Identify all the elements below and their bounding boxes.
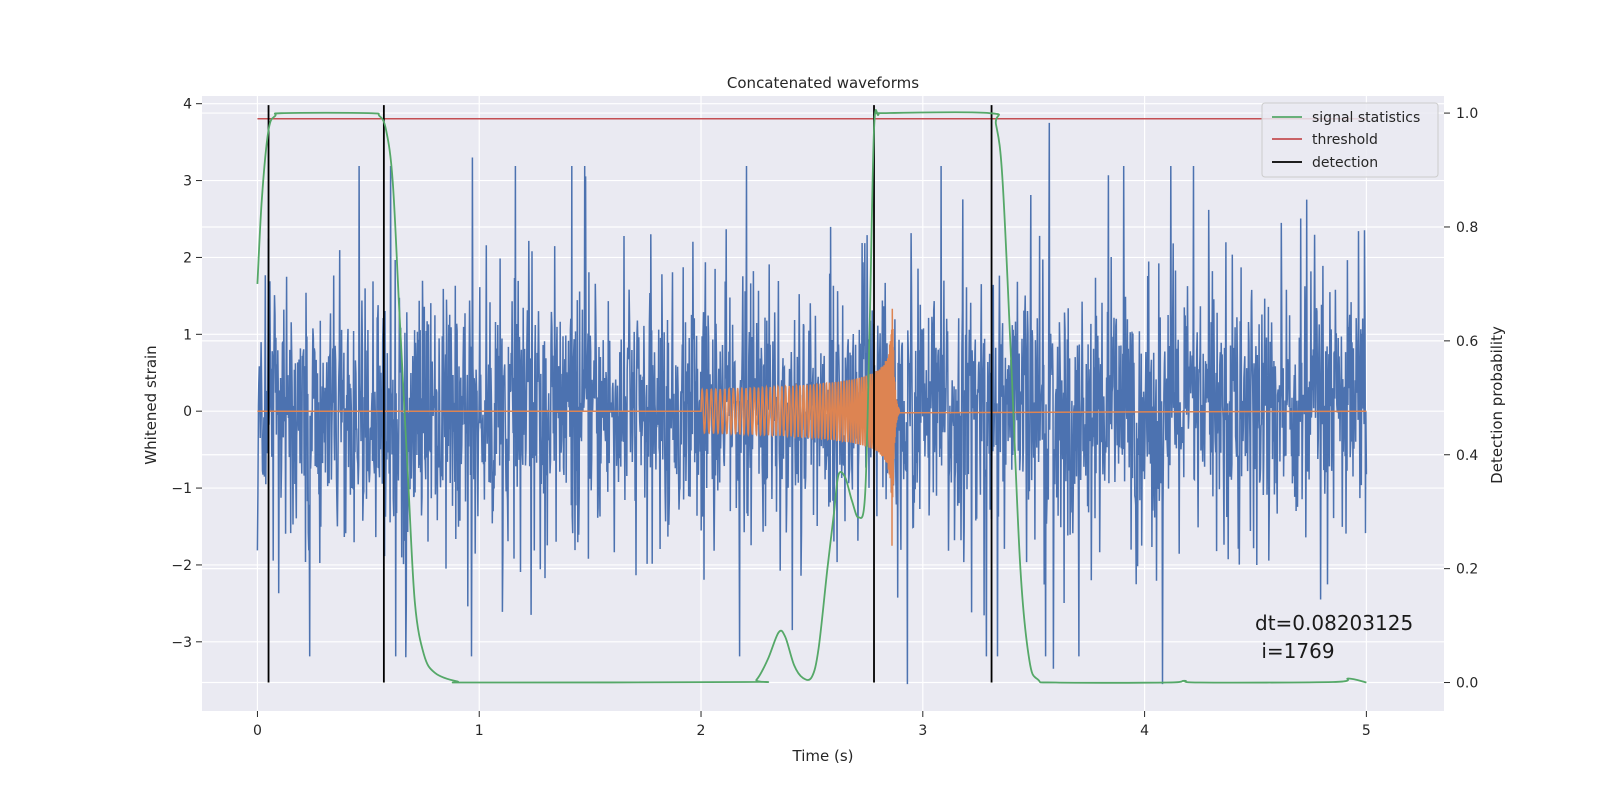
template-series-line bbox=[257, 308, 1367, 546]
y-tick-label: 3 bbox=[183, 174, 192, 190]
right-y-axis-ticks: 0.0 0.2 0.4 0.6 0.8 1.0 bbox=[1444, 106, 1478, 692]
right-y-tick-label: 0.6 bbox=[1456, 334, 1478, 350]
right-y-tick-label: 0.4 bbox=[1456, 448, 1478, 464]
right-y-tick-label: 0.2 bbox=[1456, 562, 1478, 578]
x-tick-label: 5 bbox=[1362, 723, 1371, 739]
y-tick-label: 2 bbox=[183, 250, 192, 266]
right-y-axis-label: Detection probability bbox=[1488, 326, 1506, 484]
annotation-dt: dt=0.08203125 bbox=[1255, 611, 1413, 635]
legend-box bbox=[1261, 102, 1439, 178]
legend: signal statistics threshold detection bbox=[1261, 102, 1439, 178]
y-axis-ticks: −3 −2 −1 0 1 2 3 4 bbox=[171, 97, 202, 651]
y-tick-label: −3 bbox=[171, 635, 192, 651]
y-tick-label: 4 bbox=[183, 97, 192, 113]
legend-label-threshold: threshold bbox=[1312, 132, 1378, 148]
x-tick-label: 1 bbox=[475, 723, 484, 739]
x-tick-label: 3 bbox=[918, 723, 927, 739]
x-tick-label: 0 bbox=[253, 723, 262, 739]
y-tick-label: −1 bbox=[171, 481, 192, 497]
y-tick-label: 1 bbox=[183, 327, 192, 343]
x-axis-ticks: 0 1 2 3 4 5 bbox=[253, 711, 1371, 739]
legend-label-signal-statistics: signal statistics bbox=[1312, 110, 1420, 126]
strain-series-line bbox=[256, 122, 1368, 685]
detection-series bbox=[267, 105, 993, 683]
annotation-i: i=1769 bbox=[1255, 639, 1335, 663]
plot-area bbox=[256, 105, 1368, 685]
x-tick-label: 4 bbox=[1140, 723, 1149, 739]
y-axis-label: Whitened strain bbox=[142, 345, 160, 464]
x-axis-label: Time (s) bbox=[792, 747, 854, 765]
right-y-tick-label: 1.0 bbox=[1456, 106, 1478, 122]
right-y-gridlines bbox=[202, 112, 1444, 684]
signal-statistics-series-line bbox=[256, 109, 1367, 684]
chart-title: Concatenated waveforms bbox=[727, 74, 919, 92]
y-tick-label: −2 bbox=[171, 558, 192, 574]
right-y-tick-label: 0.0 bbox=[1456, 676, 1478, 692]
x-tick-label: 2 bbox=[697, 723, 706, 739]
legend-label-detection: detection bbox=[1312, 155, 1378, 171]
right-y-tick-label: 0.8 bbox=[1456, 220, 1478, 236]
y-tick-label: 0 bbox=[183, 404, 192, 420]
